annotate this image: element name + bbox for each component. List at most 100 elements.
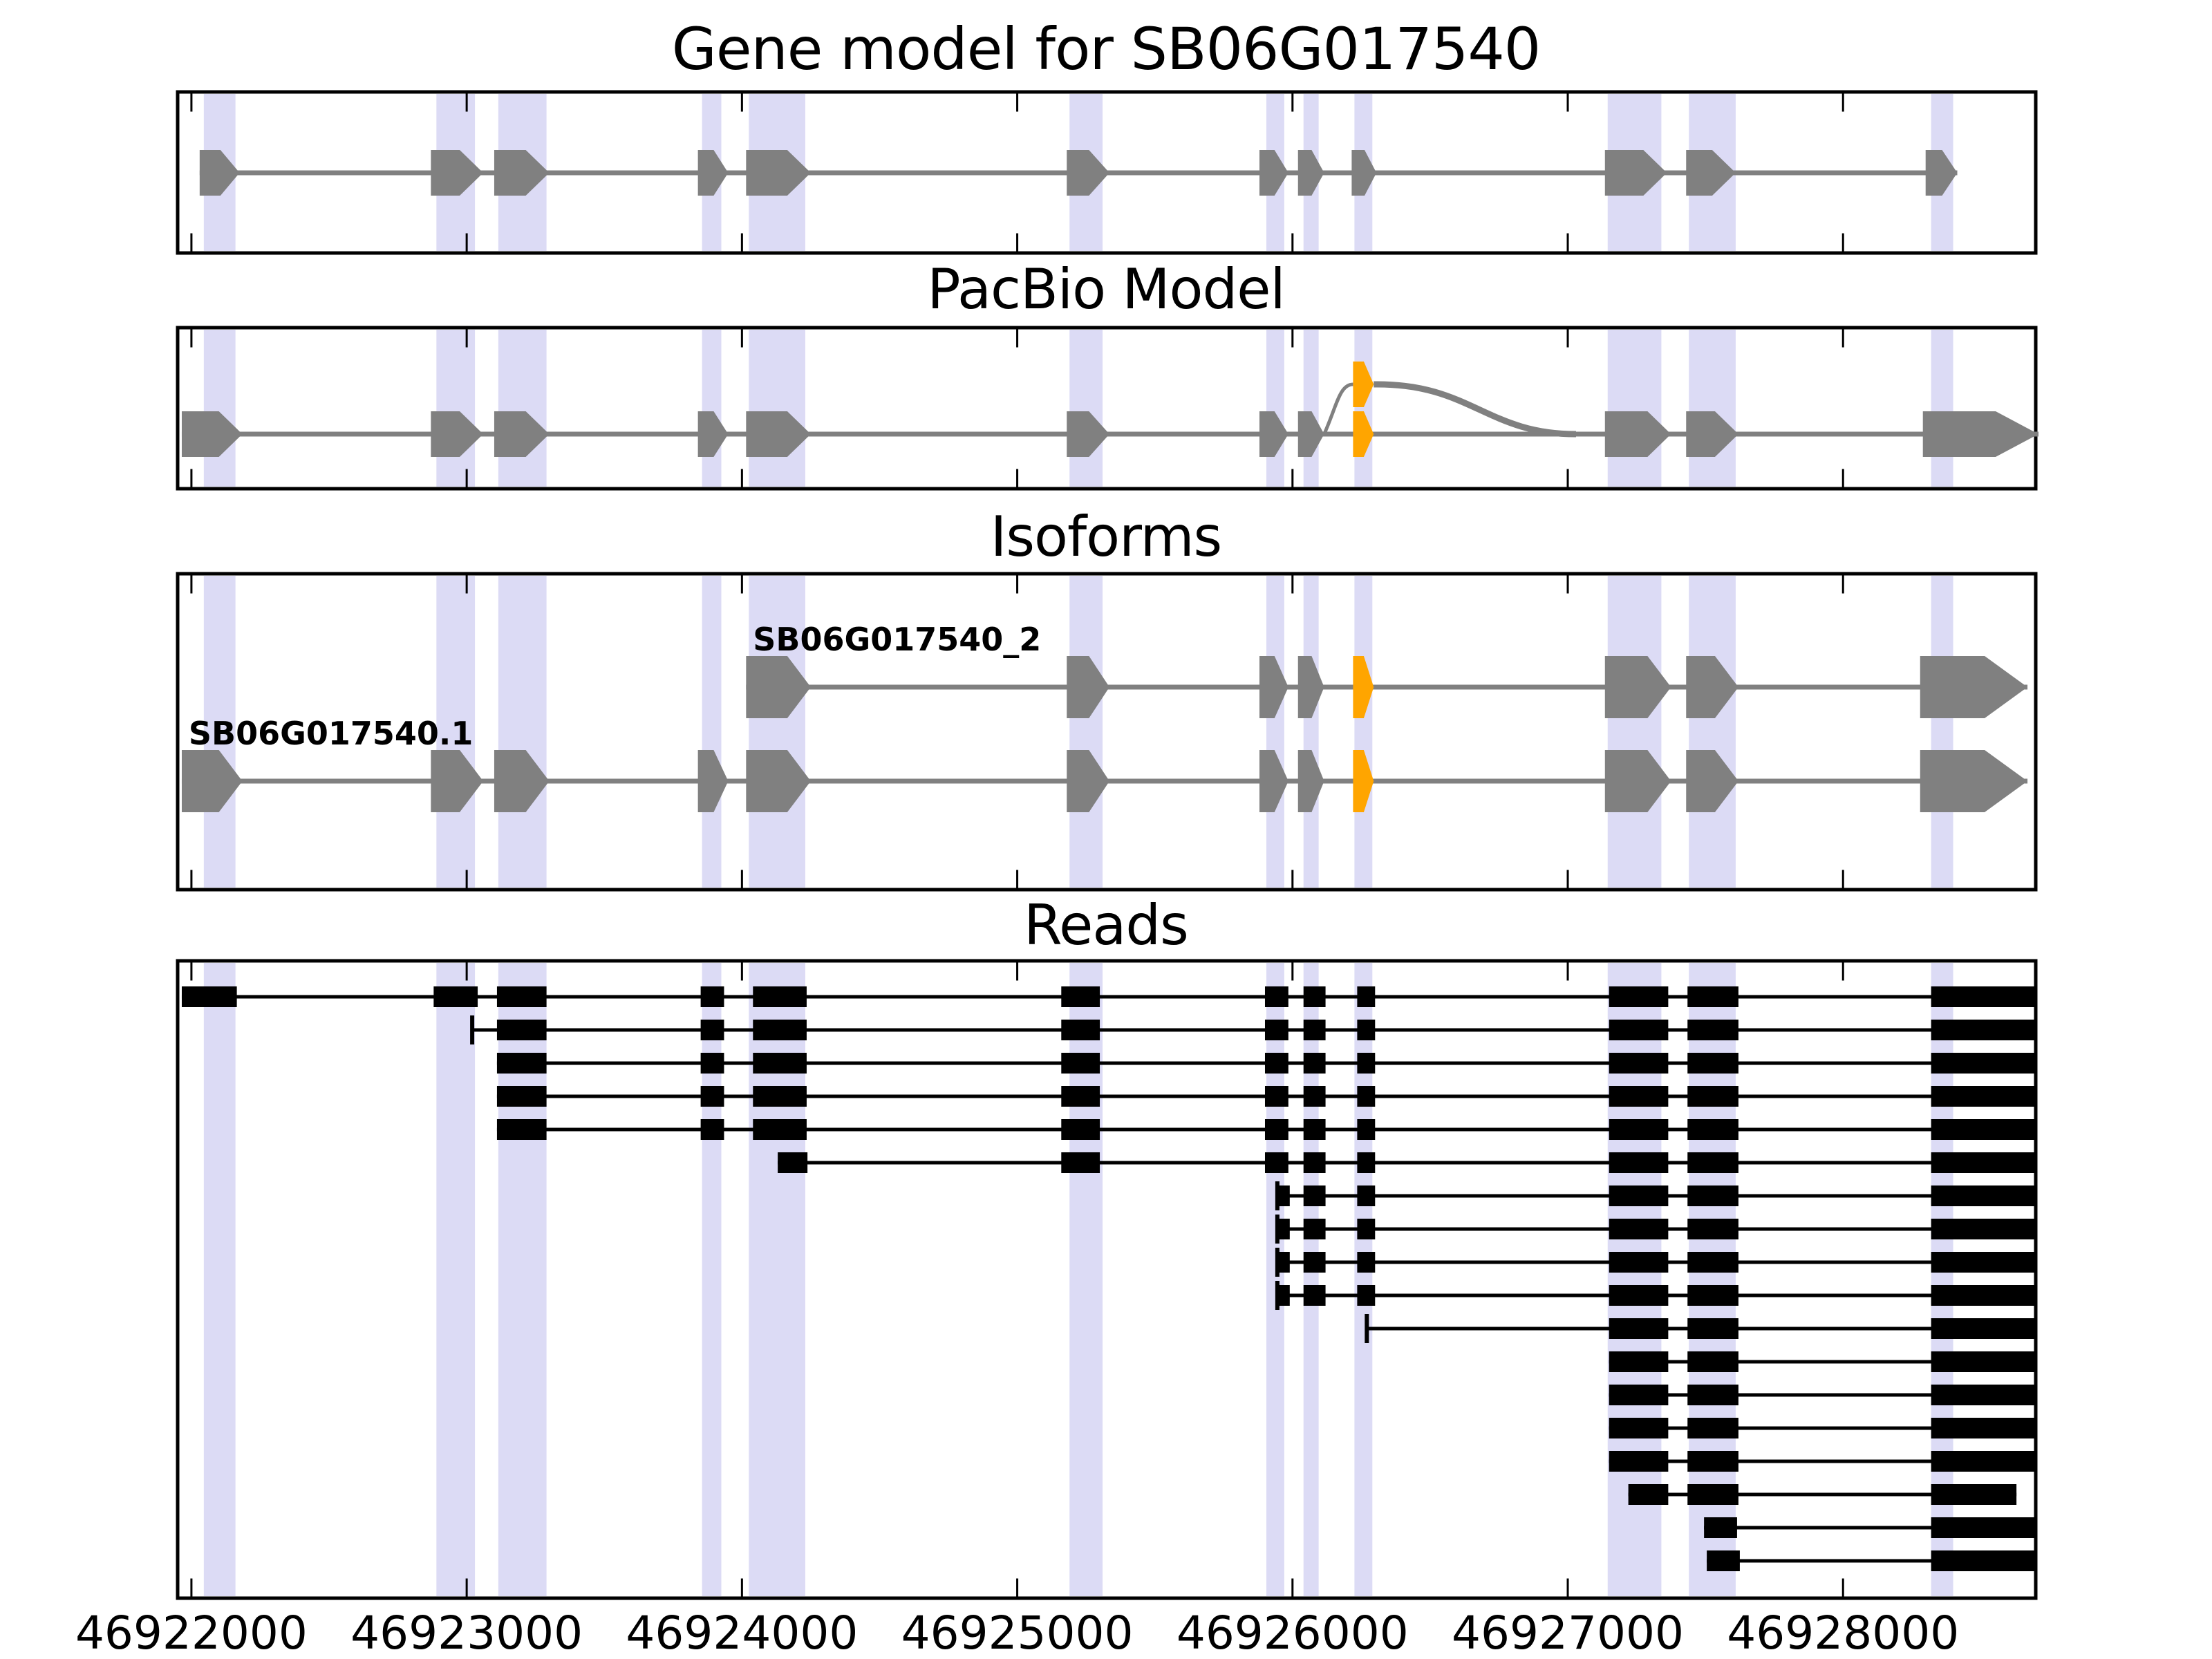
read-exon [753,986,807,1007]
axis-tick [190,93,193,112]
x-axis-label: 46928000 [1727,1606,1959,1659]
read-exon [1609,1318,1669,1339]
pacbio-title: PacBio Model [927,257,1285,321]
splice-arc [1374,381,1576,438]
exon-arrow [1067,150,1109,196]
highlight-band [1266,576,1284,888]
read-exon [1628,1484,1669,1505]
axis-tick [465,575,468,594]
exon-arrow [1297,150,1324,196]
read-exon [1687,986,1738,1007]
read-start-tick [1275,1281,1280,1310]
read-exon [1687,1252,1738,1273]
axis-tick [1841,1578,1844,1597]
highlight-band [203,576,236,888]
axis-tick [1016,962,1019,981]
read-exon [1687,1020,1738,1040]
exon-arrow [1604,411,1671,457]
read-start-tick [1275,1248,1280,1277]
read-exon [1931,1219,2036,1239]
read-exon [1609,1020,1669,1040]
exon-arrow [746,411,811,457]
axis-tick [190,469,193,487]
axis-tick [1291,1578,1294,1597]
axis-tick [1566,1578,1569,1597]
read-exon [1303,1086,1326,1107]
highlight-band [749,330,805,487]
highlight-band [749,576,805,888]
read-exon [753,1086,807,1107]
exon-arrow-orange [1353,411,1374,457]
read-exon [1061,1053,1100,1074]
axis-tick [465,962,468,981]
read-exon [1704,1517,1737,1538]
read-exon [181,986,237,1007]
read-exon [496,1020,547,1040]
highlight-band [1689,330,1736,487]
exon-arrow [494,411,550,457]
read-exon [1357,1020,1376,1040]
axis-tick [190,962,193,981]
read-exon [700,1119,724,1140]
read-exon [1931,986,2036,1007]
panel-isoforms: SB06G017540_2 SB06G017540.1 [176,572,2038,892]
exon-arrow [1351,150,1377,196]
axis-tick [1566,93,1569,112]
read-exon [1687,1385,1738,1405]
read-exon [1609,1351,1669,1372]
axis-tick [740,233,743,252]
read-exon [700,986,724,1007]
read-exon [1357,986,1376,1007]
read-exon [1609,1451,1669,1472]
exon-arrow [1067,411,1109,457]
read-exon [1061,986,1100,1007]
read-exon [1687,1086,1738,1107]
read-exon [1931,1285,2036,1306]
axis-tick [1841,233,1844,252]
read-exon [1303,1119,1326,1140]
panel-gene-model [176,90,2038,255]
read-exon [1931,1119,2036,1140]
read-exon [1303,1219,1326,1239]
read-exon [1303,1020,1326,1040]
highlight-band [1931,330,1953,487]
read-exon [1687,1484,1738,1505]
read-exon [1687,1119,1738,1140]
read-exon [1687,1219,1738,1239]
axis-tick [1841,962,1844,981]
exon-arrow [1297,750,1324,812]
read-exon [700,1086,724,1107]
x-axis-label: 46924000 [626,1606,858,1659]
read-exon [1357,1086,1376,1107]
read-exon [1687,1318,1738,1339]
exon-arrow [431,750,484,812]
exon-arrow [697,411,729,457]
read-exon [1303,1053,1326,1074]
read-exon [496,986,547,1007]
exon-arrow-orange [1353,656,1374,718]
isoform-label: SB06G017540.1 [189,715,473,752]
exon-arrow [1686,411,1738,457]
exon-arrow [1259,411,1288,457]
highlight-band [1303,576,1319,888]
exon-arrow [1067,656,1109,718]
read-exon [1277,1185,1290,1206]
read-exon [753,1020,807,1040]
read-exon [1264,1086,1288,1107]
exon-arrow [1259,750,1288,812]
exon-arrow [746,750,811,812]
panel-reads [176,959,2038,1600]
read-exon [1931,1484,2017,1505]
read-exon [1061,1086,1100,1107]
read-exon [496,1086,547,1107]
read-exon [1687,1053,1738,1074]
read-exon [1931,1252,2036,1273]
highlight-band [1689,576,1736,888]
panel-pacbio-model [176,326,2038,491]
x-axis-label: 46925000 [901,1606,1134,1659]
read-exon [1687,1418,1738,1438]
exon-arrow [1686,656,1738,718]
exon-arrow [494,150,550,196]
axis-tick [1016,329,1019,348]
